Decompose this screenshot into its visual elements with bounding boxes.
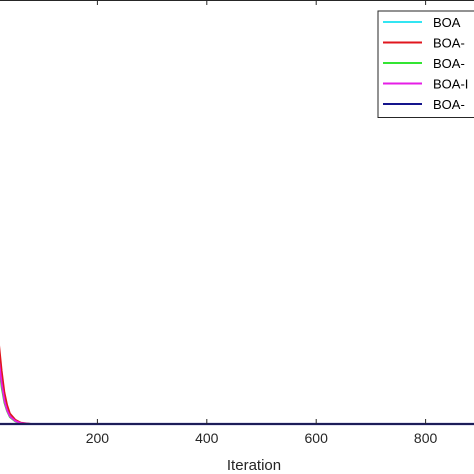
legend-label: BOA-: [433, 36, 465, 51]
legend-label: BOA-: [433, 97, 465, 112]
series-line-2: [0, 345, 474, 425]
x-tick-label: 800: [414, 430, 438, 446]
x-tick-label: 600: [305, 430, 329, 446]
legend: BOA BOA- BOA- BOA-I BOA-: [377, 10, 474, 118]
x-tick-label: 200: [86, 430, 110, 446]
series-line-4: [0, 362, 474, 425]
x-tick-label: 400: [195, 430, 219, 446]
legend-label: BOA-: [433, 56, 465, 71]
series-group: [0, 345, 474, 426]
series-line-1: [0, 357, 474, 425]
x-axis-label: Iteration: [227, 457, 281, 474]
legend-label: BOA: [433, 15, 461, 30]
series-line-3: [0, 366, 474, 425]
legend-label: BOA-I: [433, 77, 468, 92]
legend-box: [377, 10, 474, 118]
axes-group: 200 400 600 800: [0, 0, 474, 446]
